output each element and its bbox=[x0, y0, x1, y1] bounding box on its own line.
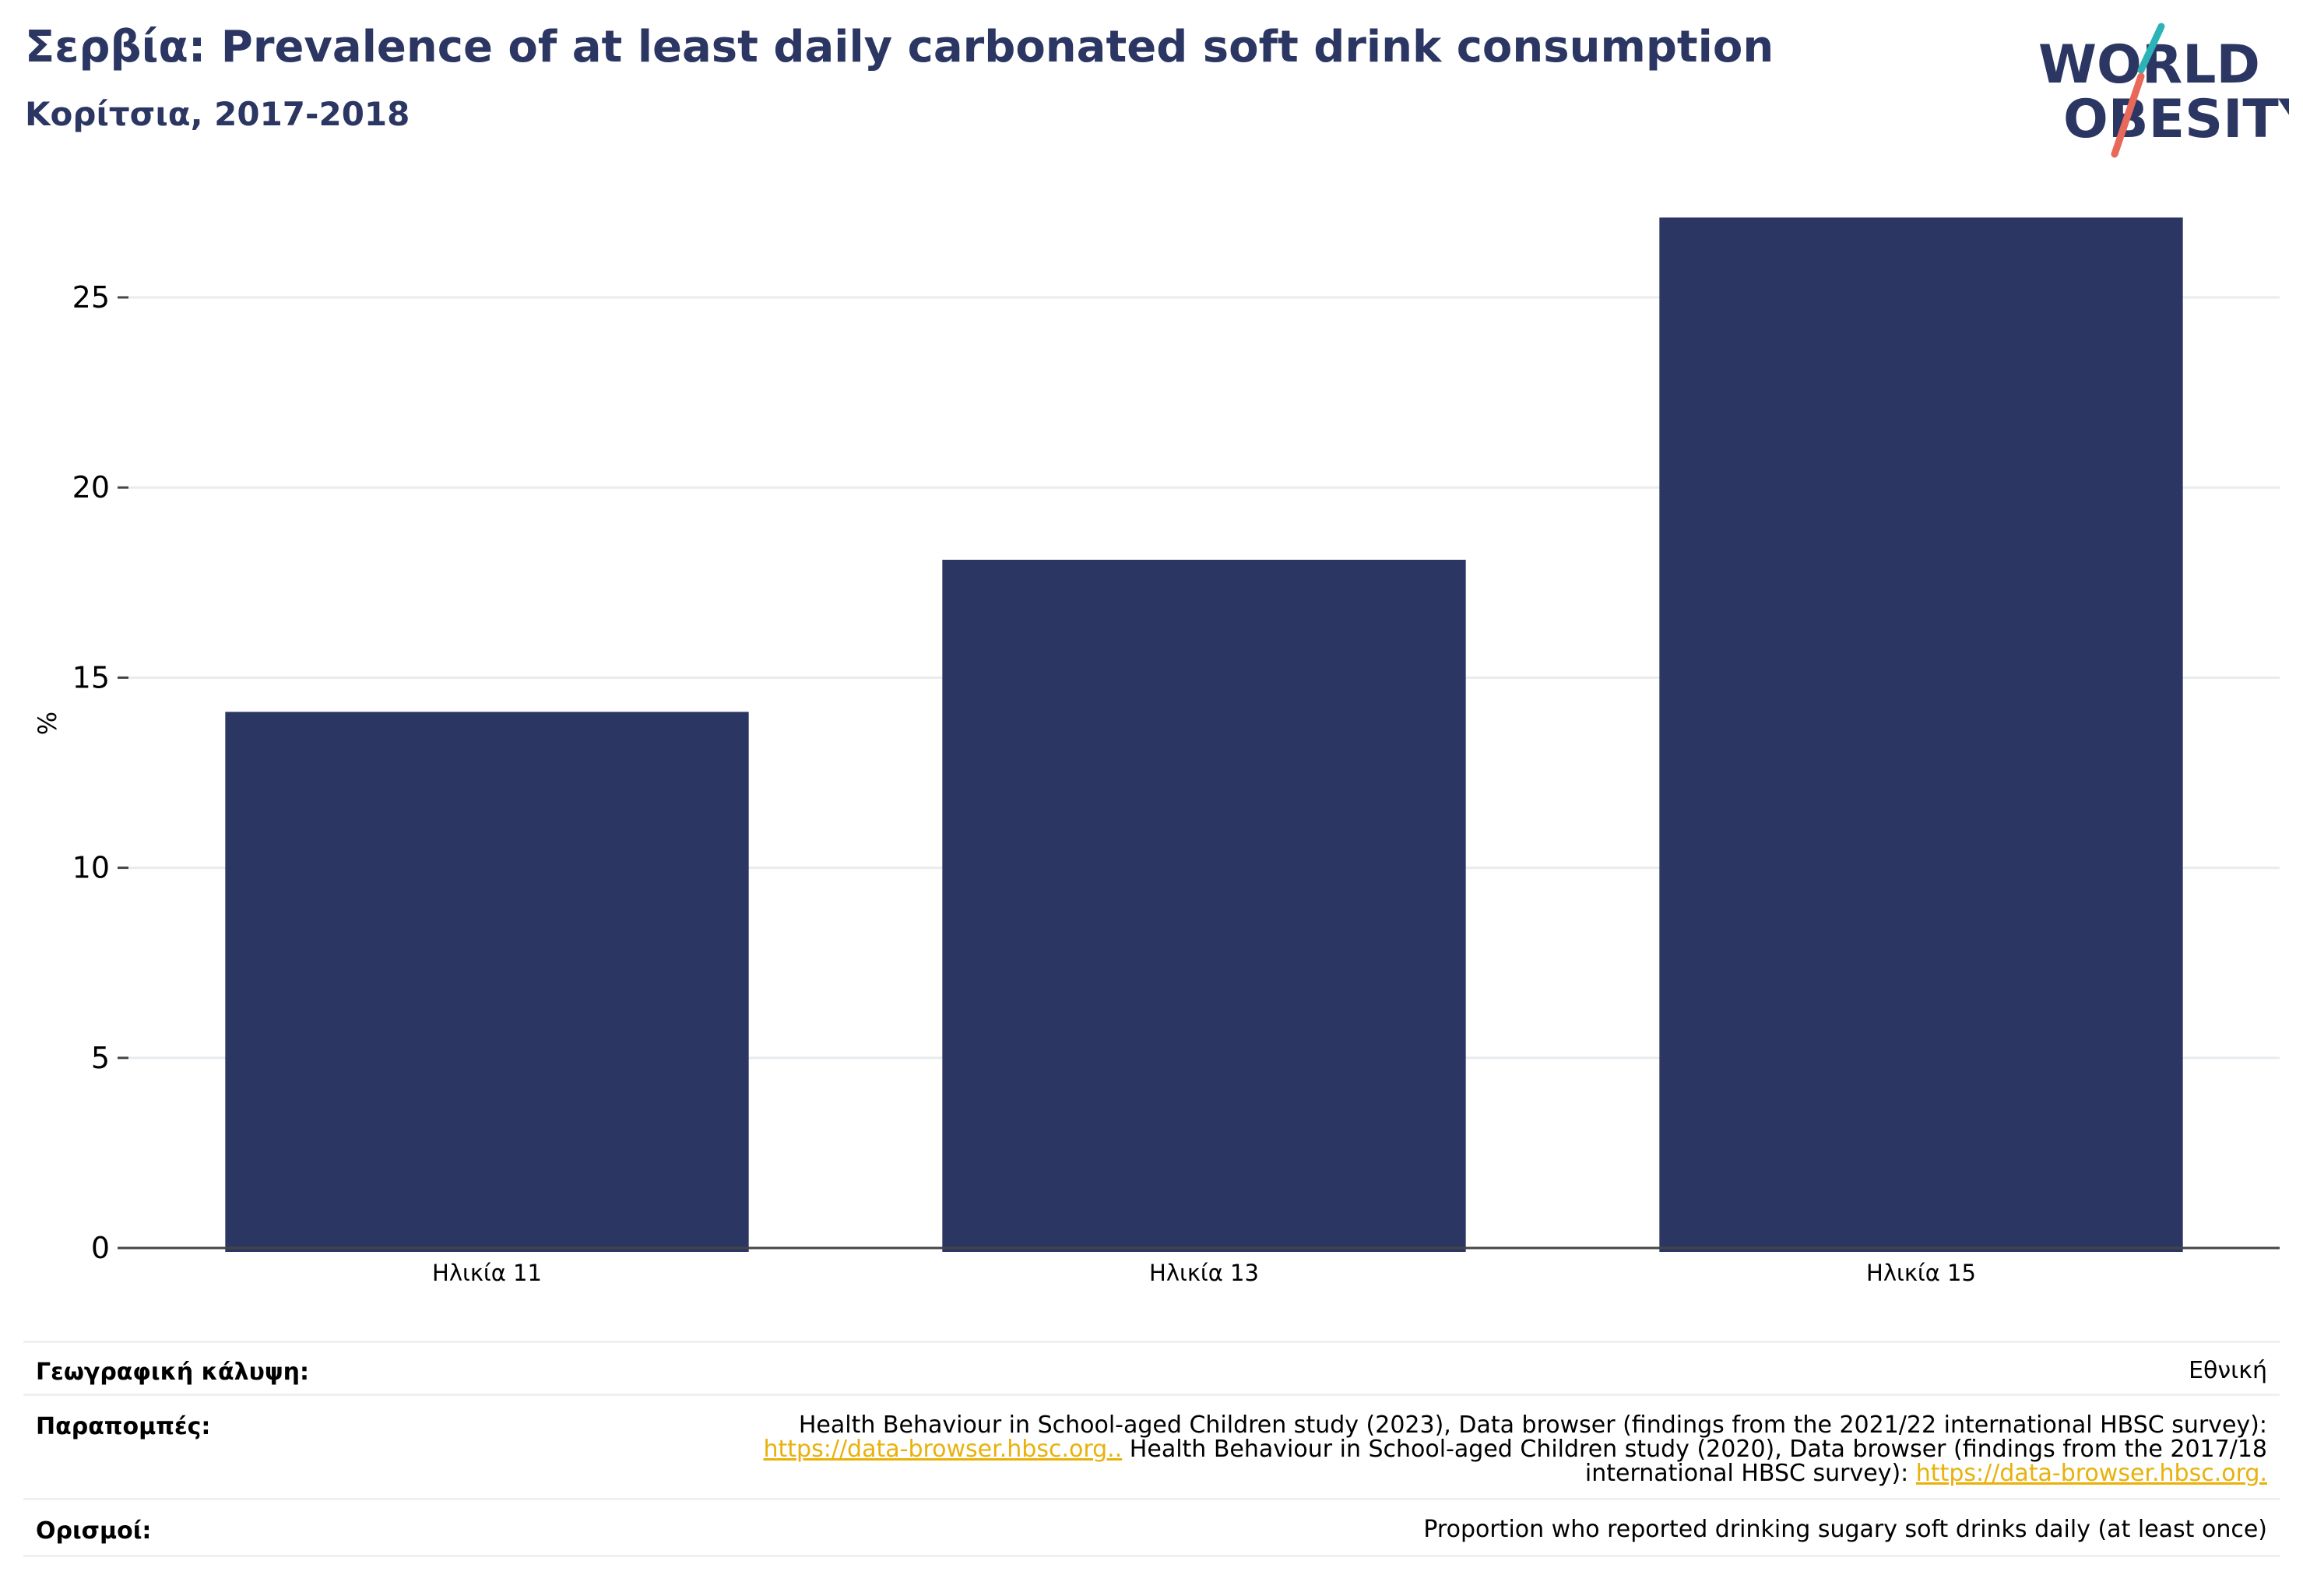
axes: 0 5 10 15 20 25 Ηλικία 11 Ηλικία 13 Ηλικία 15% bbox=[33, 280, 2280, 1286]
x-tick-label: Ηλικία 13 bbox=[1149, 1260, 1259, 1286]
coverage-value: Εθνική bbox=[2189, 1357, 2267, 1384]
x-tick-label: Ηλικία 15 bbox=[1866, 1260, 1976, 1286]
reference-link-2[interactable]: https://data-browser.hbsc.org. bbox=[1915, 1460, 2267, 1487]
world-obesity-logo: WORLD OBESITY bbox=[2038, 23, 2289, 158]
definitions-value: Proportion who reported drinking sugary … bbox=[1423, 1516, 2267, 1543]
logo-slash-teal-icon bbox=[2137, 23, 2165, 74]
y-tick-label: 0 bbox=[91, 1231, 110, 1265]
x-tick-label: Ηλικία 11 bbox=[432, 1260, 542, 1286]
chart-title: Σερβία: Prevalence of at least daily car… bbox=[25, 22, 1774, 72]
reference-text-1: Health Behaviour in School-aged Children… bbox=[798, 1411, 2267, 1439]
reference-link-1[interactable]: https://data-browser.hbsc.org.. bbox=[763, 1436, 1123, 1463]
logo-text-obesity: OBESITY bbox=[2063, 89, 2289, 150]
logo-slash-coral-icon bbox=[2111, 72, 2145, 158]
bar-chart: 0 5 10 15 20 25 Ηλικία 11 Ηλικία 13 Ηλικία 15% bbox=[33, 217, 2280, 1286]
definitions-row: Ορισμοί: Proportion who reported drinkin… bbox=[23, 1498, 2280, 1557]
reference-text-2: Health Behaviour in School-aged Children… bbox=[1122, 1436, 2267, 1487]
y-tick-label: 25 bbox=[72, 280, 110, 315]
chart-subtitle: Κορίτσια, 2017-2018 bbox=[25, 95, 410, 133]
bar bbox=[1659, 217, 2183, 1252]
definitions-label: Ορισμοί: bbox=[36, 1517, 152, 1545]
coverage-label: Γεωγραφική κάλυψη: bbox=[36, 1359, 310, 1386]
references-value: Health Behaviour in School-aged Children… bbox=[663, 1413, 2267, 1485]
bars bbox=[225, 217, 2183, 1252]
y-tick-label: 15 bbox=[72, 660, 110, 694]
bar bbox=[942, 559, 1466, 1252]
y-tick-label: 5 bbox=[91, 1041, 110, 1075]
bar bbox=[225, 712, 749, 1252]
references-label: Παραπομπές: bbox=[36, 1413, 211, 1440]
coverage-row: Γεωγραφική κάλυψη: Εθνική bbox=[23, 1341, 2280, 1396]
y-axis-label: % bbox=[33, 712, 62, 735]
y-tick-label: 20 bbox=[72, 470, 110, 504]
y-tick-label: 10 bbox=[72, 851, 110, 885]
references-row: Παραπομπές: Health Behaviour in School-a… bbox=[23, 1394, 2280, 1500]
